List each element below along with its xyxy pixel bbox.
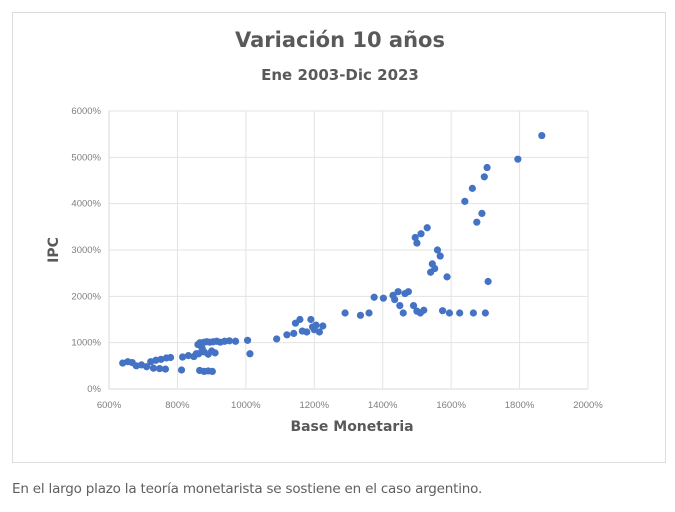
x-tick-label: 600%: [97, 400, 122, 411]
y-axis-label: IPC: [46, 237, 62, 263]
x-axis-ticks: 600% 800% 1000% 1200% 1400% 1600% 1800% 2000%: [97, 400, 603, 411]
chart-title: Variación 10 años: [235, 28, 445, 52]
x-tick-label: 800%: [165, 400, 190, 411]
data-point: [409, 302, 418, 310]
data-point: [283, 331, 291, 339]
data-point: [481, 309, 489, 317]
data-point: [420, 306, 428, 314]
y-tick-label: 1000%: [71, 338, 101, 349]
x-tick-label: 1600%: [436, 400, 466, 411]
x-tick-label: 1800%: [505, 400, 535, 411]
data-point: [341, 309, 349, 317]
gridlines: [108, 110, 589, 390]
data-point: [473, 218, 481, 226]
y-tick-label: 4000%: [71, 199, 101, 210]
data-point: [443, 273, 451, 281]
data-point: [243, 336, 252, 344]
data-point: [208, 367, 216, 375]
y-tick-label: 5000%: [71, 152, 101, 163]
data-point: [211, 349, 219, 357]
chart-frame: [12, 12, 666, 463]
data-point: [149, 364, 158, 372]
data-point: [290, 329, 298, 337]
data-point: [391, 295, 399, 304]
figure-caption: En el largo plazo la teoría monetarista …: [12, 481, 483, 497]
data-point: [436, 252, 444, 260]
data-point: [456, 309, 464, 317]
data-point: [166, 353, 175, 362]
data-point: [399, 309, 407, 317]
x-tick-label: 1200%: [299, 400, 329, 411]
data-point: [273, 335, 281, 343]
data-point: [538, 131, 546, 140]
data-point: [438, 307, 447, 315]
data-point: [433, 246, 442, 254]
data-point: [177, 366, 186, 374]
y-tick-label: 3000%: [71, 245, 101, 256]
data-point: [157, 355, 165, 363]
data-point: [178, 353, 187, 361]
data-point: [394, 288, 402, 296]
data-point: [417, 230, 425, 238]
y-tick-label: 6000%: [71, 106, 101, 117]
y-tick-label: 2000%: [71, 291, 101, 302]
data-points: [119, 131, 546, 375]
data-point: [445, 309, 454, 317]
data-point: [161, 365, 170, 373]
data-point: [379, 294, 387, 302]
data-point: [478, 209, 486, 217]
data-point: [246, 350, 254, 358]
data-point: [370, 293, 378, 301]
chart-subtitle: Ene 2003-Dic 2023: [261, 66, 419, 84]
data-point: [480, 173, 488, 181]
data-point: [195, 350, 203, 358]
data-point: [431, 264, 439, 273]
x-tick-label: 1000%: [231, 400, 261, 411]
data-point: [484, 277, 492, 286]
x-tick-label: 1400%: [368, 400, 398, 411]
data-point: [483, 163, 491, 172]
data-point: [413, 239, 421, 247]
data-point: [143, 363, 151, 371]
data-point: [404, 288, 412, 296]
data-point: [365, 309, 373, 317]
data-point: [184, 352, 192, 360]
data-point: [356, 311, 365, 319]
data-point: [156, 365, 164, 373]
data-point: [396, 302, 404, 310]
scatter-chart: Variación 10 años Ene 2003-Dic 2023 0% 10…: [46, 28, 603, 435]
data-point: [303, 328, 311, 336]
data-point: [461, 197, 469, 205]
y-axis-ticks: 0% 1000% 2000% 3000% 4000% 5000% 6000%: [71, 106, 101, 395]
data-point: [469, 309, 477, 317]
data-point: [312, 321, 320, 329]
data-point: [514, 155, 522, 163]
x-axis-label: Base Monetaria: [290, 419, 413, 435]
x-tick-label: 2000%: [573, 400, 603, 411]
data-point: [468, 184, 476, 192]
data-point: [315, 328, 324, 336]
data-point: [231, 337, 240, 345]
data-point: [225, 337, 234, 345]
data-point: [423, 224, 431, 232]
data-point: [307, 315, 315, 324]
y-tick-label: 0%: [87, 384, 101, 395]
data-point: [319, 322, 327, 330]
data-point: [296, 315, 304, 324]
data-point: [411, 233, 419, 242]
